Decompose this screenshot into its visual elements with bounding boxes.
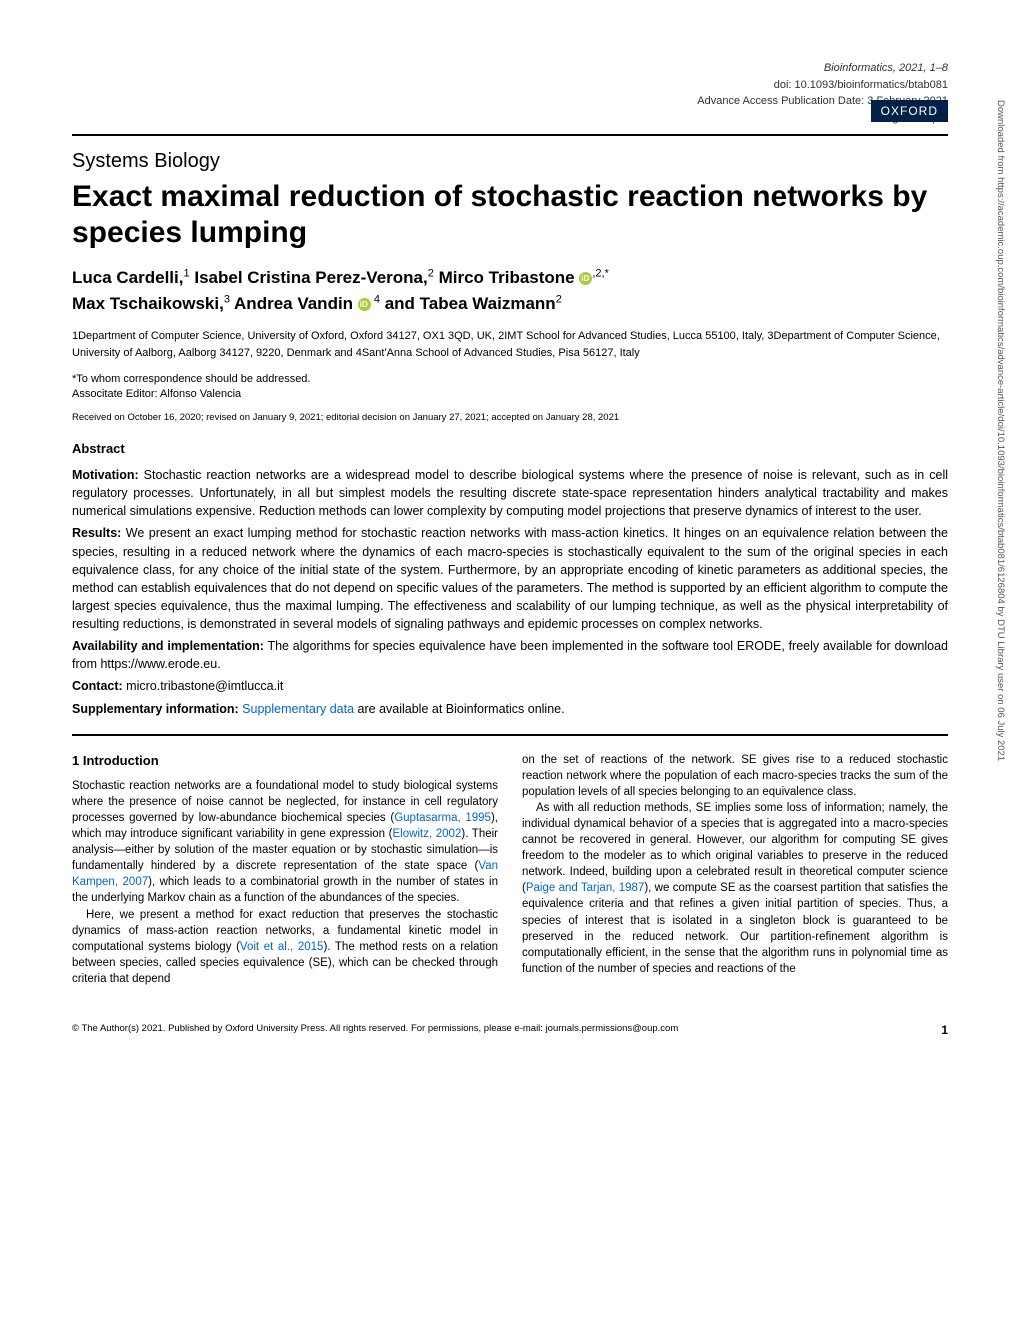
author-6: and Tabea Waizmann bbox=[385, 294, 556, 313]
author-1-aff: 1 bbox=[183, 267, 189, 279]
motivation-label: Motivation: bbox=[72, 468, 139, 482]
abstract-motivation: Motivation: Stochastic reaction networks… bbox=[72, 466, 948, 520]
section-label: Systems Biology bbox=[72, 150, 948, 173]
article-title: Exact maximal reduction of stochastic re… bbox=[72, 179, 948, 251]
abstract-heading: Abstract bbox=[72, 441, 948, 456]
author-3: Mirco Tribastone bbox=[439, 268, 580, 287]
abstract-body: Motivation: Stochastic reaction networks… bbox=[72, 466, 948, 718]
author-5-aff: 4 bbox=[371, 293, 380, 305]
col2-para-2: As with all reduction methods, SE implie… bbox=[522, 800, 948, 977]
author-2-aff: 2 bbox=[428, 267, 434, 279]
author-2: Isabel Cristina Perez-Verona, bbox=[194, 268, 427, 287]
orcid-icon[interactable] bbox=[579, 272, 592, 285]
article-type: Original Paper bbox=[72, 110, 948, 127]
rule-after-abstract bbox=[72, 734, 948, 736]
column-right: on the set of reactions of the network. … bbox=[522, 752, 948, 987]
article-dates: Received on October 16, 2020; revised on… bbox=[72, 412, 948, 423]
author-1: Luca Cardelli, bbox=[72, 268, 183, 287]
availability-label: Availability and implementation: bbox=[72, 639, 264, 653]
supp-text: are available at Bioinformatics online. bbox=[354, 702, 565, 716]
author-3-aff: ,2,* bbox=[592, 267, 609, 279]
journal-citation: Bioinformatics, 2021, 1–8 bbox=[72, 60, 948, 77]
abstract-supplementary: Supplementary information: Supplementary… bbox=[72, 700, 948, 718]
journal-metadata: Bioinformatics, 2021, 1–8 doi: 10.1093/b… bbox=[72, 60, 948, 126]
page-footer: © The Author(s) 2021. Published by Oxfor… bbox=[72, 1017, 948, 1037]
col2-para-1: on the set of reactions of the network. … bbox=[522, 752, 948, 800]
correspondence-note: *To whom correspondence should be addres… bbox=[72, 373, 948, 385]
article-page: Bioinformatics, 2021, 1–8 doi: 10.1093/b… bbox=[0, 0, 1020, 1067]
author-5: Andrea Vandin bbox=[234, 294, 358, 313]
author-6-aff: 2 bbox=[556, 293, 562, 305]
copyright-text: © The Author(s) 2021. Published by Oxfor… bbox=[72, 1023, 678, 1037]
publisher-badge: OXFORD bbox=[871, 100, 948, 122]
doi: doi: 10.1093/bioinformatics/btab081 bbox=[72, 77, 948, 94]
citation-elowitz[interactable]: Elowitz, 2002 bbox=[393, 828, 462, 840]
download-attribution: Downloaded from https://academic.oup.com… bbox=[995, 100, 1006, 1200]
author-list: Luca Cardelli,1 Isabel Cristina Perez-Ve… bbox=[72, 265, 948, 316]
intro-para-1: Stochastic reaction networks are a found… bbox=[72, 778, 498, 907]
citation-voit[interactable]: Voit et al., 2015 bbox=[240, 941, 324, 953]
supp-label: Supplementary information: bbox=[72, 702, 239, 716]
editor-note: Associtate Editor: Alfonso Valencia bbox=[72, 388, 948, 400]
column-left: 1 Introduction Stochastic reaction netwo… bbox=[72, 752, 498, 987]
intro-para-2: Here, we present a method for exact redu… bbox=[72, 907, 498, 987]
intro-heading: 1 Introduction bbox=[72, 752, 498, 770]
abstract-contact: Contact: micro.tribastone@imtlucca.it bbox=[72, 677, 948, 695]
contact-label: Contact: bbox=[72, 679, 123, 693]
author-4: Max Tschaikowski, bbox=[72, 294, 224, 313]
orcid-icon[interactable] bbox=[358, 298, 371, 311]
rule-top bbox=[72, 134, 948, 136]
pub-date: Advance Access Publication Date: 3 Febru… bbox=[72, 93, 948, 110]
results-label: Results: bbox=[72, 526, 121, 540]
author-4-aff: 3 bbox=[224, 293, 230, 305]
affiliations: 1Department of Computer Science, Univers… bbox=[72, 328, 948, 361]
citation-paige-tarjan[interactable]: Paige and Tarjan, 1987 bbox=[526, 882, 644, 894]
contact-text: micro.tribastone@imtlucca.it bbox=[123, 679, 284, 693]
motivation-text: Stochastic reaction networks are a wides… bbox=[72, 468, 948, 518]
results-text: We present an exact lumping method for s… bbox=[72, 526, 948, 631]
supplementary-link[interactable]: Supplementary data bbox=[242, 702, 354, 716]
body-columns: 1 Introduction Stochastic reaction netwo… bbox=[72, 752, 948, 987]
abstract-availability: Availability and implementation: The alg… bbox=[72, 637, 948, 673]
abstract-results: Results: We present an exact lumping met… bbox=[72, 524, 948, 633]
citation-guptasarma[interactable]: Guptasarma, 1995 bbox=[394, 812, 491, 824]
page-number: 1 bbox=[941, 1023, 948, 1037]
